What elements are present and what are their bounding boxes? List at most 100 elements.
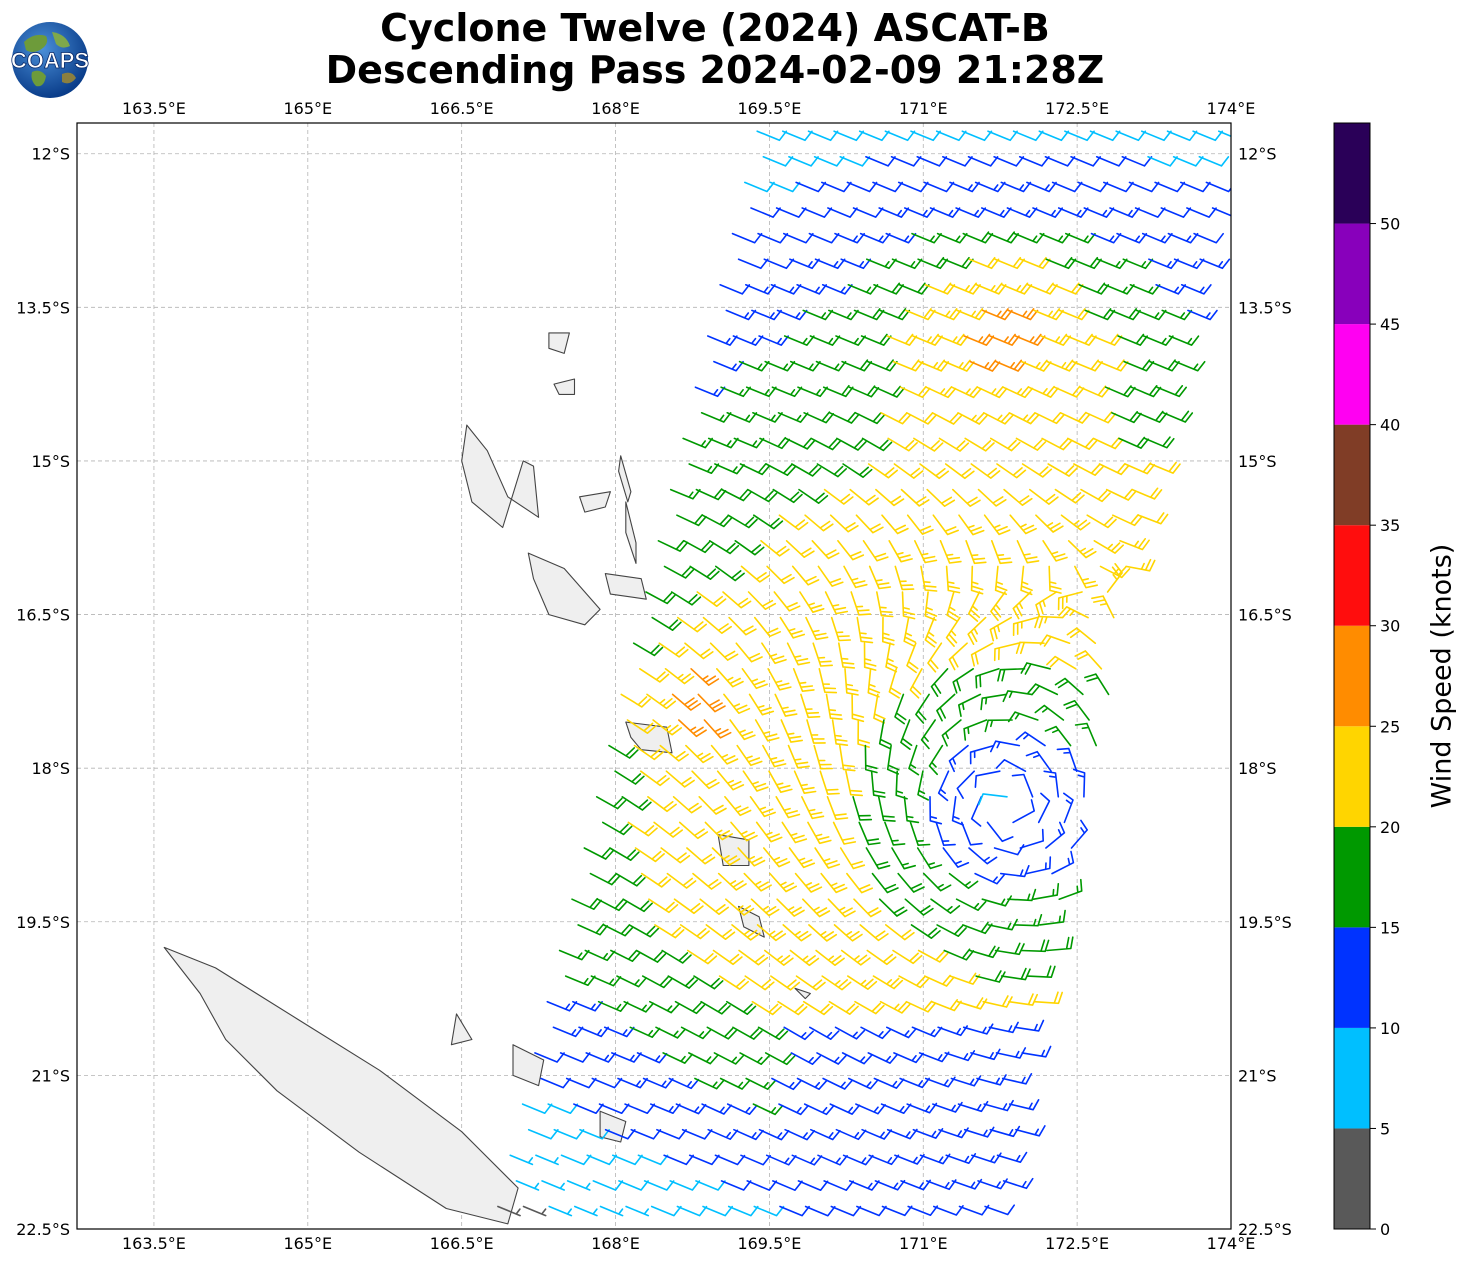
wind-barb [841, 1052, 873, 1065]
wind-barb [1019, 828, 1044, 849]
wind-barb [1025, 856, 1052, 875]
wind-barb [983, 514, 1011, 536]
wind-barb [858, 821, 881, 846]
wind-barb [707, 1128, 739, 1140]
wind-barb [716, 770, 745, 791]
wind-barb [872, 975, 904, 990]
wind-barb [977, 488, 1007, 507]
wind-barb [691, 770, 720, 790]
wind-barb [693, 975, 724, 990]
wind-barb [914, 540, 938, 564]
wind-barb [1038, 909, 1066, 926]
wind-barb [817, 1154, 848, 1166]
wind-barb [1002, 386, 1034, 399]
wind-barb [1046, 655, 1077, 670]
wind-barb [870, 770, 886, 798]
wind-barb [942, 847, 970, 868]
wind-barb [855, 514, 884, 534]
wind-barb [816, 463, 847, 478]
wind-barb [1035, 591, 1058, 617]
colorbar-segment [1334, 726, 1370, 827]
wind-barb [930, 898, 961, 914]
lat-tick-label-left: 16.5°S [16, 606, 70, 625]
wind-barb [918, 359, 949, 372]
wind-barb [574, 1205, 598, 1217]
wind-barb [780, 719, 803, 743]
wind-barb [970, 642, 994, 667]
wind-barb [733, 1128, 764, 1141]
wind-barb [930, 308, 962, 321]
wind-barb [948, 642, 968, 671]
wind-barb [1199, 258, 1231, 270]
colorbar-tick-label: 45 [1380, 315, 1400, 334]
wind-barb [1020, 662, 1051, 675]
wind-barb [810, 1128, 841, 1141]
wind-barb [722, 591, 752, 609]
lon-tick-label-top: 165°E [283, 99, 332, 118]
wind-barb [834, 1026, 866, 1040]
wind-barb [759, 436, 790, 450]
wind-barb [802, 1000, 834, 1016]
wind-barb [1034, 704, 1065, 721]
wind-barb [749, 796, 776, 818]
wind-barb [1041, 437, 1072, 451]
lat-tick-label-left: 13.5°S [16, 298, 70, 317]
wind-barb [1211, 207, 1231, 217]
wind-barb [704, 821, 733, 841]
wind-barb [726, 1103, 758, 1115]
wind-barb [1106, 563, 1123, 593]
wind-barb [665, 770, 695, 788]
wind-barb [653, 821, 683, 838]
wind-barb [924, 616, 937, 648]
wind-barb [969, 359, 1001, 372]
wind-barb [1009, 514, 1037, 535]
wind-barb [750, 898, 780, 917]
wind-barb [994, 565, 1008, 596]
wind-barb [843, 565, 868, 589]
wind-barb [880, 412, 911, 425]
wind-barb [745, 1077, 777, 1090]
wind-barb [875, 488, 905, 507]
wind-barb [955, 898, 987, 911]
wind-barb [836, 437, 867, 451]
wind-barb [779, 616, 805, 639]
wind-barb [659, 744, 689, 762]
colorbar-segment [1334, 525, 1370, 626]
wind-barb [782, 924, 812, 942]
wind-barb [867, 668, 881, 698]
wind-barb [640, 770, 670, 787]
axis-ticks: 163.5°E 163.5°E 165°E 165°E 166.5°E 166.5°E 16… [16, 99, 1292, 1253]
wind-barb [609, 847, 640, 861]
lat-tick-label-right: 12°S [1238, 145, 1277, 164]
colorbar-tick-label: 30 [1380, 617, 1400, 636]
wind-barb [712, 949, 743, 966]
colorbar-tick-label: 35 [1380, 516, 1400, 535]
wind-barb [608, 744, 639, 759]
wind-barb [848, 385, 880, 398]
wind-barb [1015, 641, 1045, 655]
wind-barb [968, 591, 981, 622]
wind-barb [1093, 540, 1124, 554]
wind-barb [894, 693, 907, 725]
wind-barb [997, 668, 1026, 682]
wind-barb [739, 1052, 770, 1065]
island [163, 946, 519, 1225]
wind-barb [936, 924, 967, 937]
wind-barb [956, 308, 987, 321]
wind-barb [785, 540, 815, 558]
wind-barb [963, 719, 988, 741]
wind-barb [943, 948, 975, 961]
lon-tick-label-top: 172.5°E [1045, 99, 1109, 118]
wind-barb [884, 821, 906, 846]
wind-barb [1125, 558, 1156, 572]
lat-tick-label-left: 18°S [31, 759, 70, 778]
wind-barb [1000, 865, 1030, 878]
wind-barb [730, 821, 758, 842]
wind-barb [680, 1026, 712, 1040]
wind-barb [719, 1077, 751, 1090]
wind-barb [697, 693, 726, 713]
wind-barb [685, 744, 714, 764]
wind-barb [991, 540, 1013, 565]
wind-barb [811, 540, 840, 560]
wind-barb [783, 1026, 814, 1041]
